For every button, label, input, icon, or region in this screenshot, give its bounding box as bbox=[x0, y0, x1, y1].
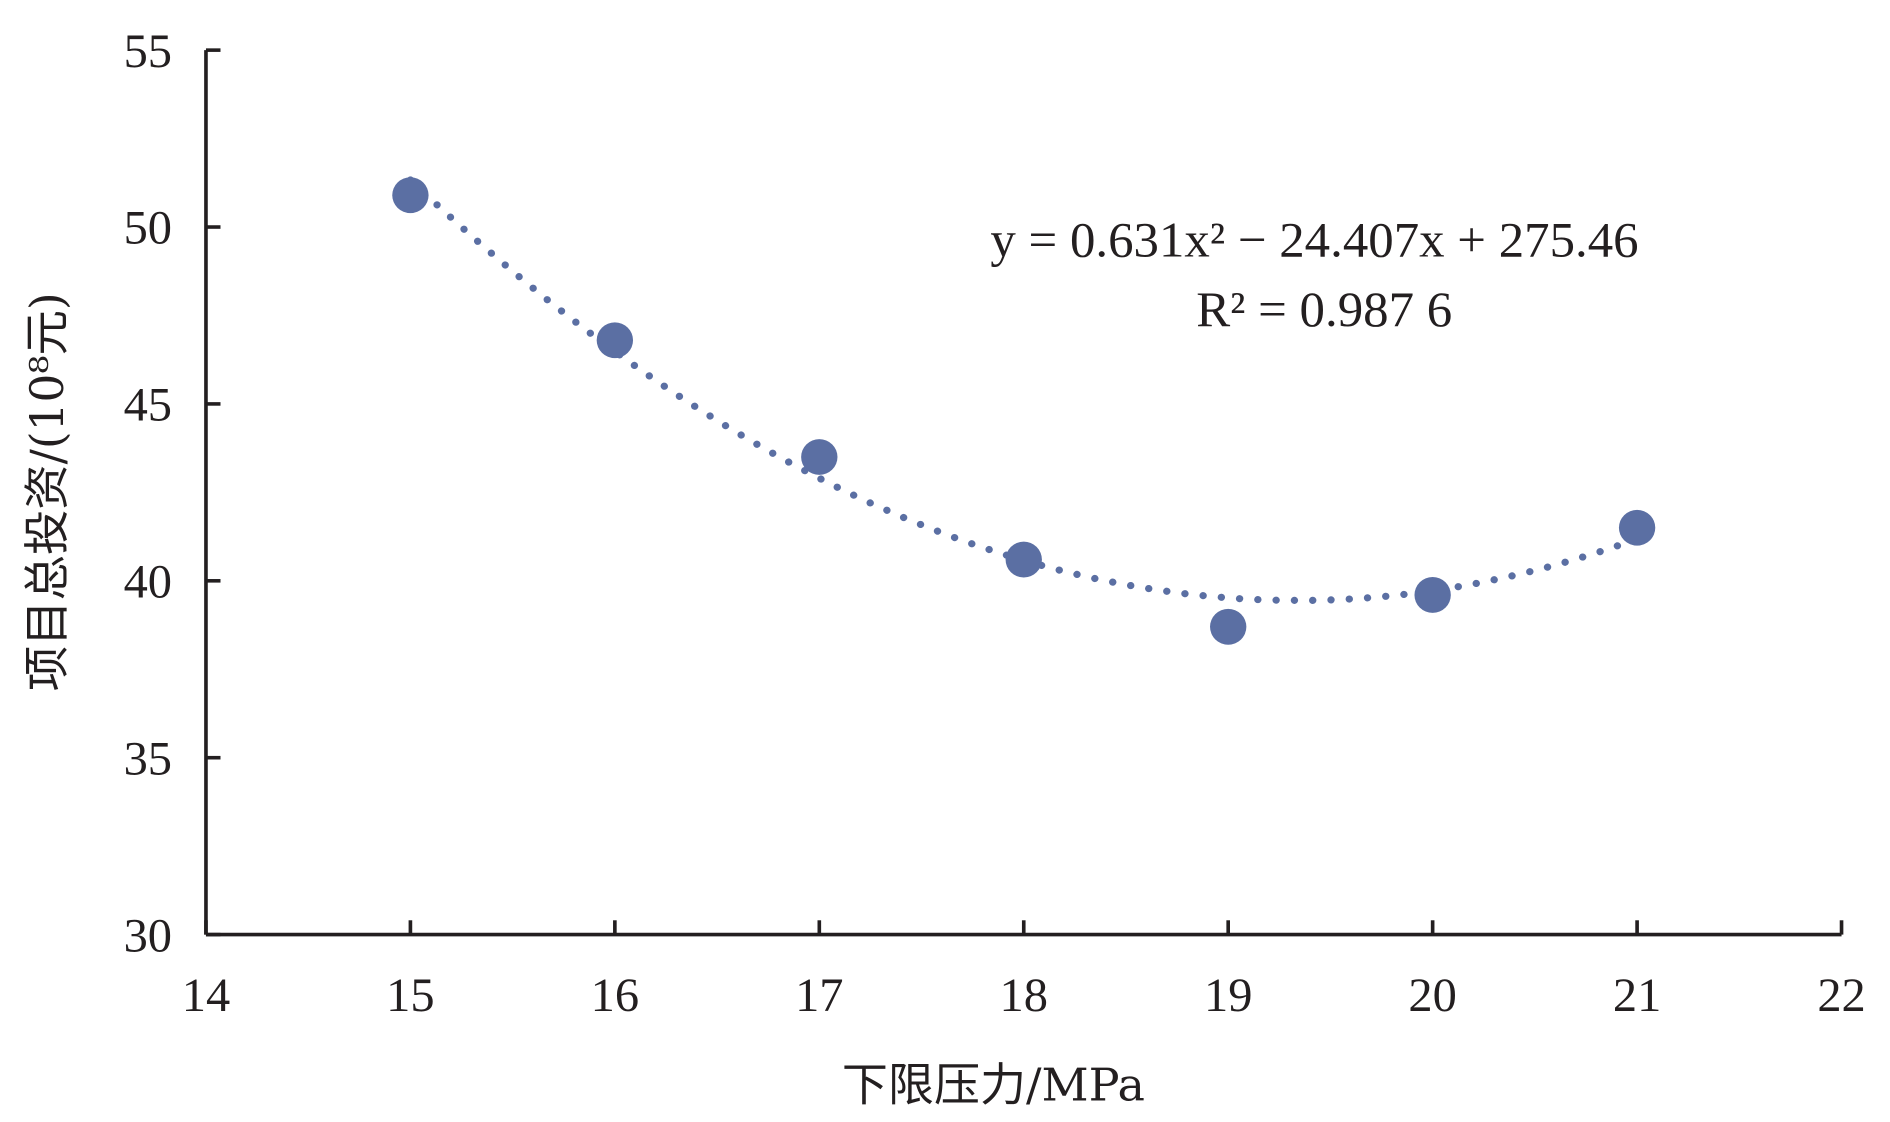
data-point bbox=[392, 177, 429, 214]
y-tick-label: 55 bbox=[124, 25, 172, 78]
x-tick-label: 22 bbox=[1817, 969, 1865, 1022]
equation-label: y = 0.631x² − 24.407x + 275.46 bbox=[990, 212, 1638, 268]
data-point bbox=[1414, 577, 1451, 613]
data-point bbox=[801, 439, 838, 475]
x-tick-label: 14 bbox=[182, 969, 230, 1022]
axes: 14 15 16 17 18 19 20 21 22 30 35 40 45 50 55 bbox=[124, 25, 1866, 1022]
y-tick-label: 30 bbox=[124, 910, 172, 963]
y-tick-label: 35 bbox=[124, 733, 172, 786]
data-point bbox=[1618, 509, 1656, 546]
x-tick-label: 20 bbox=[1408, 969, 1456, 1022]
data-points bbox=[392, 177, 1656, 645]
data-point bbox=[596, 322, 634, 359]
y-axis-label: 项目总投资/(10⁸元) bbox=[21, 292, 74, 691]
y-tick-label: 45 bbox=[124, 379, 172, 432]
r2-label: R² = 0.987 6 bbox=[1196, 281, 1452, 337]
y-tick-label: 40 bbox=[124, 556, 172, 609]
x-tick-label: 18 bbox=[1000, 969, 1048, 1022]
x-axis-label: 下限压力/MPa bbox=[842, 1059, 1145, 1112]
data-point bbox=[1210, 608, 1247, 645]
x-tick-label: 19 bbox=[1204, 969, 1252, 1022]
x-tick-label: 15 bbox=[386, 969, 434, 1022]
data-point bbox=[1005, 541, 1042, 578]
x-tick-label: 16 bbox=[591, 969, 639, 1022]
x-tick-label: 17 bbox=[795, 969, 843, 1022]
y-tick-label: 50 bbox=[124, 202, 172, 255]
x-tick-label: 21 bbox=[1613, 969, 1661, 1022]
